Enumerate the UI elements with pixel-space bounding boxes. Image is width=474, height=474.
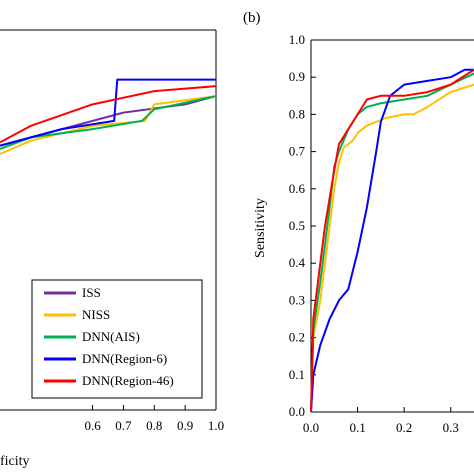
panel-a-series-niss: [0, 95, 217, 155]
panel-b-x-ticks: 0.0 0.1 0.2 0.3: [303, 407, 459, 435]
panel-a-x-tick-label: 1.0: [208, 418, 224, 433]
panel-b-x-tick-label: 0.1: [349, 420, 365, 435]
panel-b-series-niss: [310, 83, 474, 413]
panel-a-series: [0, 78, 217, 155]
panel-b-series-dnn-region-6: [310, 68, 474, 413]
panel-a: 0.6 0.7 0.8 0.9 1.0 ficity ISS NISS DNN(AIS) DN…: [0, 29, 224, 469]
panel-a-series-dnn-region-6: [0, 78, 216, 147]
panel-b-x-tick-label: 0.2: [396, 420, 412, 435]
panel-b-y-tick-label: 0.9: [289, 69, 305, 84]
panel-b-y-tick-label: 1.0: [289, 32, 305, 47]
legend: ISS NISS DNN(AIS) DNN(Region-6) DNN(Region-4…: [31, 279, 203, 399]
panel-b: (b) 0.0 0.1 0.2 0.3 0.4 0.5 0.6 0.7 0.8 0.9 1.0 0.…: [243, 10, 474, 435]
panel-b-x-tick-label: 0.0: [303, 420, 319, 435]
panel-b-y-tick-label: 0.8: [289, 106, 305, 121]
legend-items: ISS NISS DNN(AIS) DNN(Region-6) DNN(Region-4…: [44, 285, 174, 388]
panel-a-x-tick-label: 0.6: [84, 418, 101, 433]
panel-a-x-tick-label: 0.9: [177, 418, 193, 433]
legend-label-dnn-ais: DNN(AIS): [82, 329, 140, 344]
panel-b-y-tick-label: 0.4: [289, 255, 306, 270]
panel-a-x-tick-label: 0.7: [115, 418, 132, 433]
panel-b-y-tick-label: 0.6: [289, 181, 306, 196]
panel-b-y-tick-label: 0.7: [289, 144, 306, 159]
panel-b-y-tick-label: 0.2: [289, 330, 305, 345]
panel-b-y-ticks: 0.0 0.1 0.2 0.3 0.4 0.5 0.6 0.7 0.8 0.9 1.0: [289, 32, 316, 419]
panel-b-y-tick-label: 0.1: [289, 367, 305, 382]
panel-b-y-label: Sensitivity: [253, 198, 268, 258]
panel-b-series: [310, 68, 474, 413]
panel-a-x-ticks: 0.6 0.7 0.8 0.9 1.0: [84, 405, 224, 433]
panel-b-x-tick-label: 0.3: [443, 420, 459, 435]
legend-label-niss: NISS: [82, 307, 110, 322]
legend-box: [31, 279, 203, 399]
legend-label-dnn-region-46: DNN(Region-46): [82, 373, 174, 388]
panel-b-y-tick-label: 0.3: [289, 292, 305, 307]
panel-b-series-dnn-ais: [310, 72, 474, 413]
panel-b-series-dnn-region-46: [310, 68, 474, 413]
legend-label-iss: ISS: [82, 285, 101, 300]
panel-b-y-tick-label: 0.5: [289, 218, 305, 233]
panel-b-tag: (b): [243, 10, 261, 26]
legend-label-dnn-region-6: DNN(Region-6): [82, 351, 167, 366]
panel-a-x-tick-label: 0.8: [146, 418, 162, 433]
panel-a-series-dnn-region-46: [0, 85, 217, 144]
panel-b-y-tick-label: 0.0: [289, 404, 305, 419]
panel-a-x-label: ficity: [0, 454, 30, 469]
